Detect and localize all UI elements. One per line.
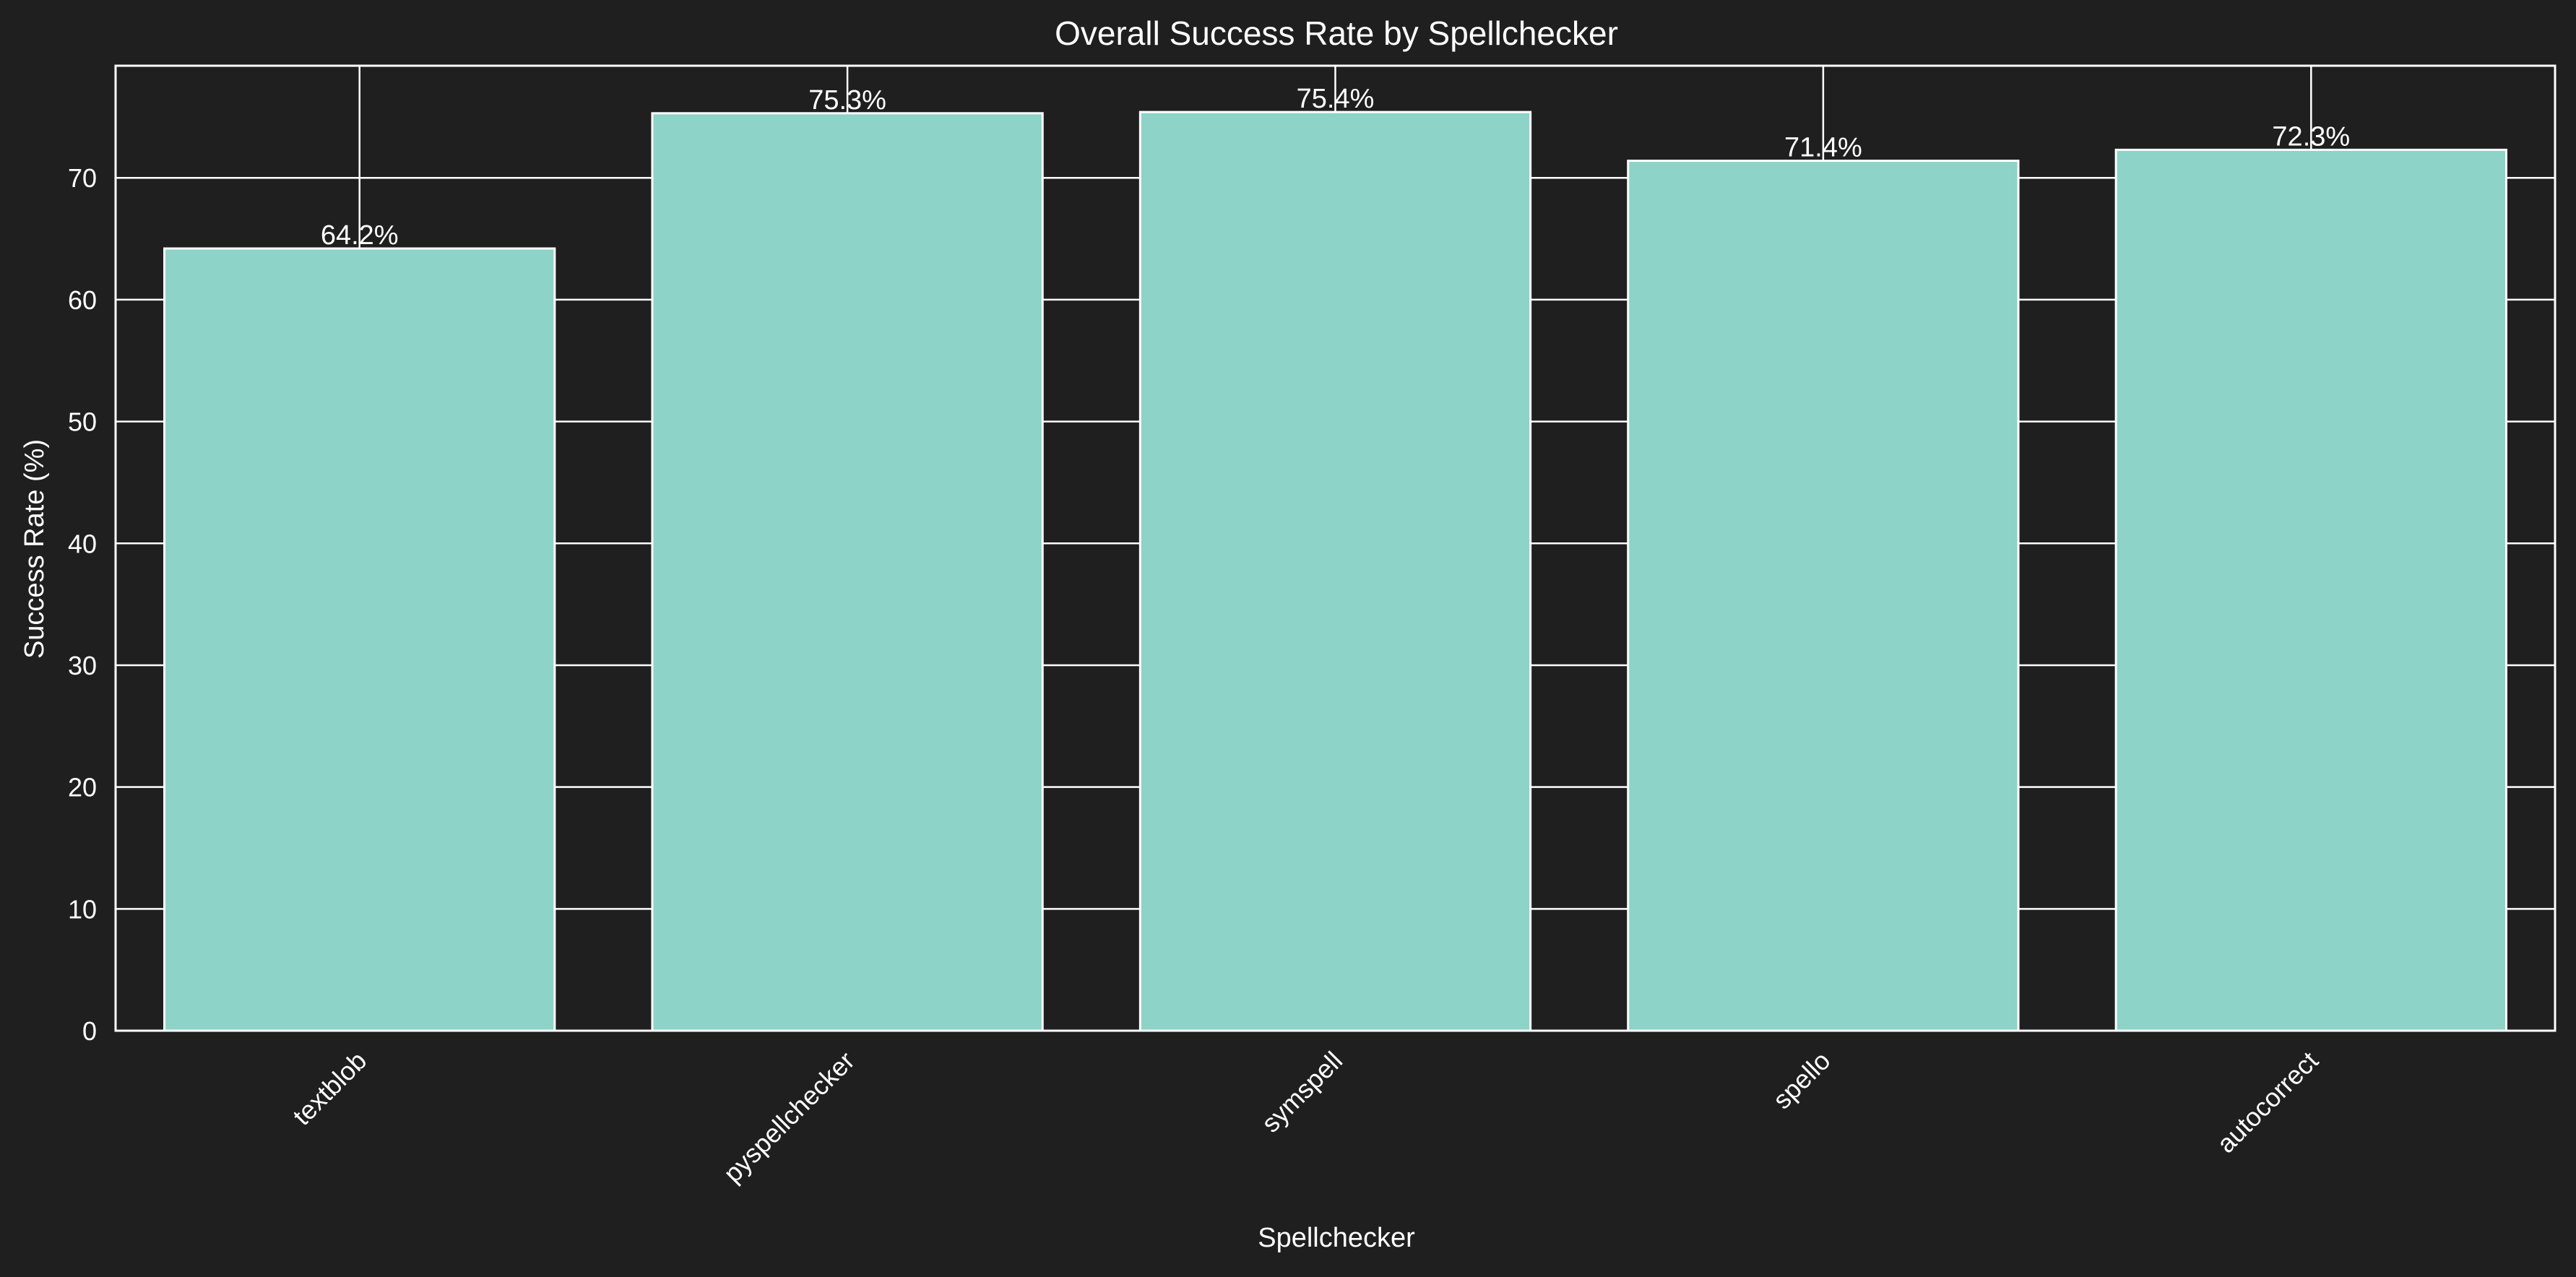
plot-frame xyxy=(114,64,2556,1032)
frame-layer xyxy=(114,64,2556,1032)
value-label-autocorrect: 72.3% xyxy=(2272,121,2350,152)
bar-pyspellchecker xyxy=(651,112,1044,1032)
bar-symspell xyxy=(1138,111,1532,1032)
y-tick-label: 40 xyxy=(68,529,97,558)
y-tick-label: 70 xyxy=(68,163,97,193)
bars-layer xyxy=(163,111,2507,1032)
y-axis-label: Success Rate (%) xyxy=(20,439,50,659)
y-tick-label: 0 xyxy=(82,1016,97,1046)
x-axis-label: Spellchecker xyxy=(1258,1223,1415,1253)
value-label-textblob: 64.2% xyxy=(321,220,399,251)
value-label-spello: 71.4% xyxy=(1784,133,1862,163)
y-tick-label: 60 xyxy=(68,285,97,315)
bar-spello xyxy=(1627,160,2020,1032)
bar-autocorrect xyxy=(2114,148,2507,1032)
value-label-symspell: 75.4% xyxy=(1297,84,1375,114)
chart-title: Overall Success Rate by Spellchecker xyxy=(1055,14,1618,52)
y-tick-label: 50 xyxy=(68,407,97,437)
value-labels-layer: 64.2% 75.3% 75.4% 71.4% 72.3% xyxy=(321,84,2350,251)
y-tick-label: 20 xyxy=(68,773,97,802)
y-tick-label: 30 xyxy=(68,651,97,680)
value-label-pyspellchecker: 75.3% xyxy=(808,85,886,116)
bar-textblob xyxy=(163,247,556,1032)
y-tick-label: 10 xyxy=(68,894,97,924)
